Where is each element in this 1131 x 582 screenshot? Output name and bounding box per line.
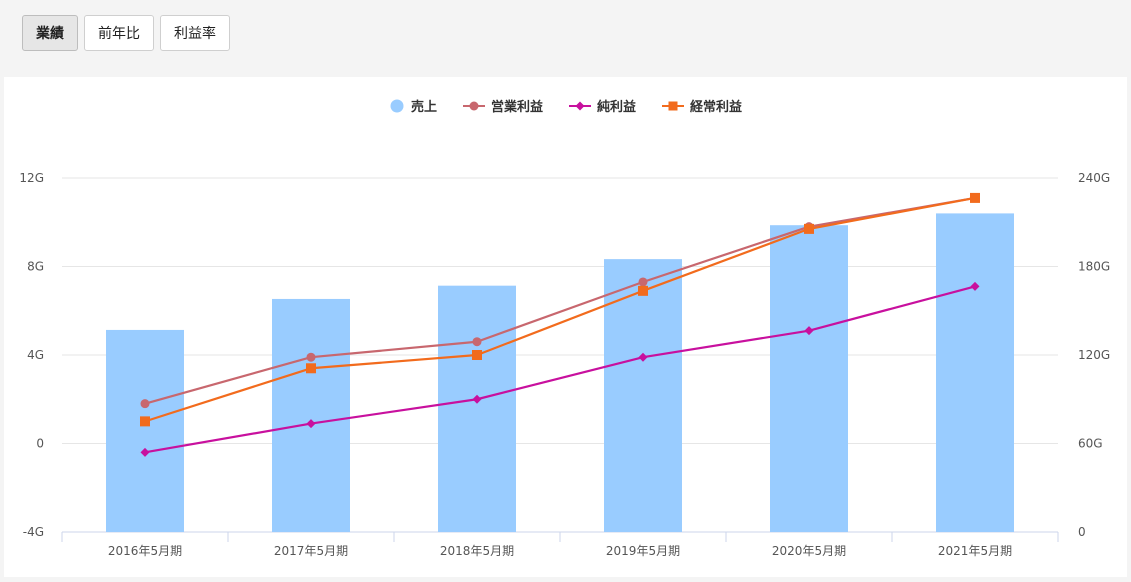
point-純利益: [472, 394, 482, 404]
left-axis-tick-label: -4G: [23, 525, 44, 539]
left-axis-tick-label: 4G: [27, 348, 44, 362]
x-axis-category-label: 2018年5月期: [440, 544, 514, 558]
left-axis-tick-label: 0: [36, 437, 44, 451]
tab-profit-margin[interactable]: 利益率: [160, 15, 230, 51]
point-経常利益: [140, 416, 150, 427]
point-営業利益: [140, 399, 150, 409]
point-純利益: [140, 447, 150, 457]
series-line-純利益: [144, 285, 976, 454]
right-axis-tick-label: 120G: [1078, 348, 1110, 362]
legend-label-net-profit: 純利益: [597, 100, 637, 115]
point-営業利益: [472, 337, 482, 347]
bar-sales: [770, 225, 848, 532]
legend-sales-marker-icon: [390, 99, 404, 112]
point-経常利益: [804, 223, 814, 234]
point-経常利益: [638, 285, 648, 296]
x-axis-category-label: 2016年5月期: [108, 544, 182, 558]
point-経常利益: [970, 192, 980, 203]
legend-label-ordinary-profit: 経常利益: [690, 100, 743, 115]
point-経常利益: [472, 350, 482, 360]
point-営業利益: [306, 352, 316, 362]
bar-sales: [936, 213, 1014, 532]
legend-item-net-profit[interactable]: 純利益: [569, 96, 636, 115]
right-axis-tick-label: 180G: [1078, 260, 1110, 274]
bar-sales: [604, 259, 682, 532]
right-axis-tick-label: 0: [1078, 525, 1086, 539]
x-axis-category-label: 2017年5月期: [274, 544, 348, 558]
bar-sales: [106, 329, 184, 532]
tab-performance[interactable]: 業績: [22, 15, 78, 51]
left-axis-tick-label: 12G: [19, 171, 44, 185]
point-経常利益: [306, 363, 316, 374]
legend-item-operating-profit[interactable]: 営業利益: [462, 96, 543, 115]
legend-item-ordinary-profit[interactable]: 経常利益: [662, 96, 742, 115]
legend-ordinary-marker-icon: [662, 101, 685, 110]
right-axis-tick-label: 60G: [1078, 437, 1103, 451]
tab-bar: 業績 前年比 利益率: [22, 15, 230, 51]
tab-year-over-year[interactable]: 前年比: [84, 15, 154, 51]
bar-sales: [272, 298, 350, 532]
bar-sales: [438, 285, 516, 532]
legend-net-marker-icon: [569, 101, 591, 110]
left-axis-tick-label: 8G: [27, 260, 44, 274]
chart-legend: 売上 営業利益 純利益 経常利益: [0, 96, 1131, 115]
legend-label-sales: 売上: [410, 100, 437, 115]
legend-label-operating-profit: 営業利益: [490, 100, 543, 115]
point-営業利益: [638, 277, 648, 287]
point-純利益: [638, 352, 648, 362]
x-axis-category-label: 2021年5月期: [938, 544, 1012, 558]
series-line-営業利益: [144, 196, 976, 405]
legend-item-sales[interactable]: 売上: [389, 96, 437, 115]
series-line-経常利益: [144, 196, 976, 423]
point-純利益: [804, 326, 814, 336]
legend-operating-marker-icon: [462, 101, 485, 110]
x-axis-category-label: 2020年5月期: [772, 544, 846, 558]
point-純利益: [306, 419, 316, 429]
right-axis-tick-label: 240G: [1078, 171, 1110, 185]
point-純利益: [970, 281, 980, 291]
x-axis-category-label: 2019年5月期: [606, 544, 680, 558]
